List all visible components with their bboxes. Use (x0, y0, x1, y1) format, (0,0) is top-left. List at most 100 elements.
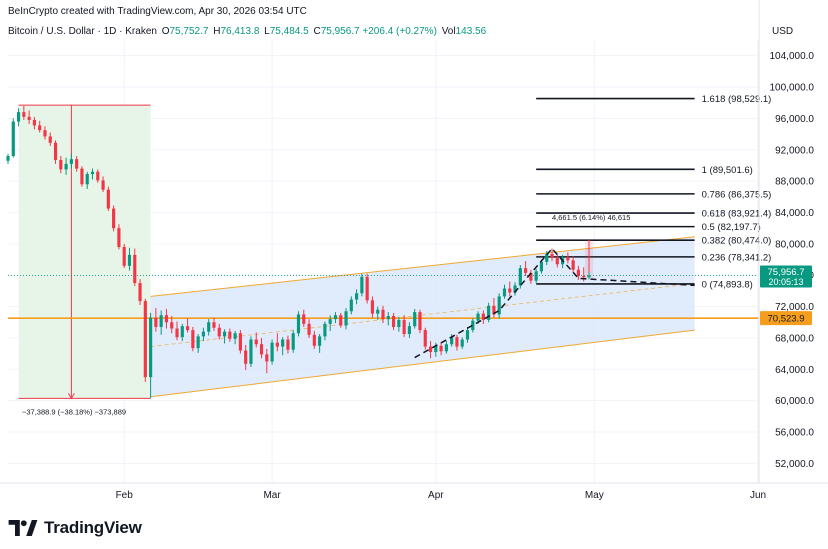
candle-body (101, 180, 105, 190)
pattern-projection-path (414, 247, 695, 359)
candle-body (38, 125, 42, 131)
created-by-line: BeInCrypto created with TradingView.com,… (8, 6, 307, 17)
candle-body (143, 301, 147, 378)
time-axis-tick-label: Mar (263, 490, 281, 501)
candle-body (96, 171, 100, 181)
candle-body (370, 300, 375, 314)
fib-level-label: 1.618 (98,529.1) (702, 94, 772, 105)
high-value: 76,413.8 (220, 26, 260, 37)
price-axis-tick-label: 92,000.0 (775, 145, 814, 156)
candle-body (539, 261, 544, 272)
candle-body (48, 136, 52, 143)
candle-body (217, 327, 221, 337)
low-label: L (264, 26, 270, 37)
currency-label: USD (772, 26, 794, 37)
candle-body (75, 159, 79, 169)
candle-body (365, 276, 369, 301)
candle-body (127, 254, 132, 266)
candle-body (233, 333, 237, 339)
time-axis-tick-label: Jun (750, 490, 766, 501)
candle-body (524, 268, 528, 273)
candle-body (22, 112, 26, 117)
candle-body (386, 315, 390, 320)
candle-body (423, 330, 427, 347)
candle-body (481, 313, 485, 320)
candle-body (138, 283, 142, 302)
candle-body (59, 159, 63, 170)
candle-body (291, 333, 295, 350)
price-axis-tick-label: 104,000.0 (770, 51, 815, 62)
symbol-text[interactable]: Bitcoin / U.S. Dollar · 1D · Kraken (8, 26, 157, 37)
range-measure-label: 4,661.5 (6.14%) 46,615 (552, 213, 630, 222)
candle-body (502, 288, 507, 297)
candle-body (344, 311, 348, 326)
candle-body (407, 326, 411, 335)
time-axis-tick-label: Feb (116, 490, 134, 501)
candle-body (164, 315, 169, 323)
candle-body (582, 276, 586, 278)
candle-body (323, 323, 327, 337)
candle-body (16, 112, 21, 122)
candle-body (154, 317, 158, 327)
candle-body (444, 344, 448, 352)
candle-body (355, 293, 359, 300)
candle-body (333, 315, 338, 320)
candle-body (566, 257, 570, 261)
candle-body (492, 305, 496, 315)
candle-body (555, 257, 559, 265)
candle-body (122, 246, 126, 266)
candle-body (402, 319, 406, 335)
candle-body (545, 254, 549, 262)
candle-body (465, 330, 470, 340)
candle-body (11, 121, 15, 157)
candle-body (149, 317, 153, 378)
candle-body (302, 314, 306, 324)
candle-body (112, 208, 116, 229)
open-label: O (161, 26, 170, 37)
candle-body (170, 322, 174, 329)
candle-body (518, 268, 522, 286)
candle-body (27, 116, 31, 120)
symbol-info-line: Bitcoin / U.S. Dollar · 1D · Kraken O75,… (8, 26, 486, 37)
decline-arrow-head (67, 393, 75, 400)
candle-body (487, 305, 491, 320)
candle-body (307, 323, 311, 335)
last-price-tag (760, 265, 812, 288)
candle-body (201, 331, 206, 337)
candle-body (270, 342, 274, 362)
candle-body (360, 276, 364, 294)
candle-body (90, 171, 95, 175)
fib-level-label: 0.618 (83,921.4) (702, 209, 772, 220)
candle-body (43, 130, 47, 137)
fib-level-label: 1 (89,501.6) (702, 165, 753, 176)
volume-value: 143.56 (455, 26, 487, 37)
fib-level-label: 0.5 (82,197.7) (702, 222, 761, 233)
price-axis-tick-label: 64,000.0 (775, 365, 814, 376)
candle-body (207, 322, 211, 332)
channel-lower-line (150, 329, 695, 398)
candle-body (534, 271, 538, 281)
price-axis-tick-label: 68,000.0 (775, 333, 814, 344)
volume-label: Vol (441, 26, 456, 37)
tradingview-logo[interactable]: TradingView (8, 518, 142, 538)
candle-body (460, 339, 464, 347)
candle-body (244, 350, 248, 364)
time-axis-tick-label: Apr (428, 490, 444, 501)
fib-level-label: 0.236 (78,341.2) (702, 252, 772, 263)
candle-body (339, 315, 343, 326)
candle-body (185, 326, 190, 331)
open-value: 75,752.7 (169, 26, 209, 37)
decline-range-box (18, 105, 151, 399)
candle-body (85, 174, 89, 185)
candle-body (571, 260, 575, 270)
candle-body (275, 342, 279, 347)
candle-body (550, 254, 554, 258)
ascending-channel-fill (150, 236, 695, 397)
candle-body (397, 319, 401, 327)
change-value: +206.4 (+0.27%) (362, 26, 437, 37)
candle-body (6, 156, 10, 161)
fib-level-label: 0.786 (86,375.5) (702, 189, 772, 200)
candle-body (328, 319, 332, 324)
candle-body (434, 345, 438, 353)
